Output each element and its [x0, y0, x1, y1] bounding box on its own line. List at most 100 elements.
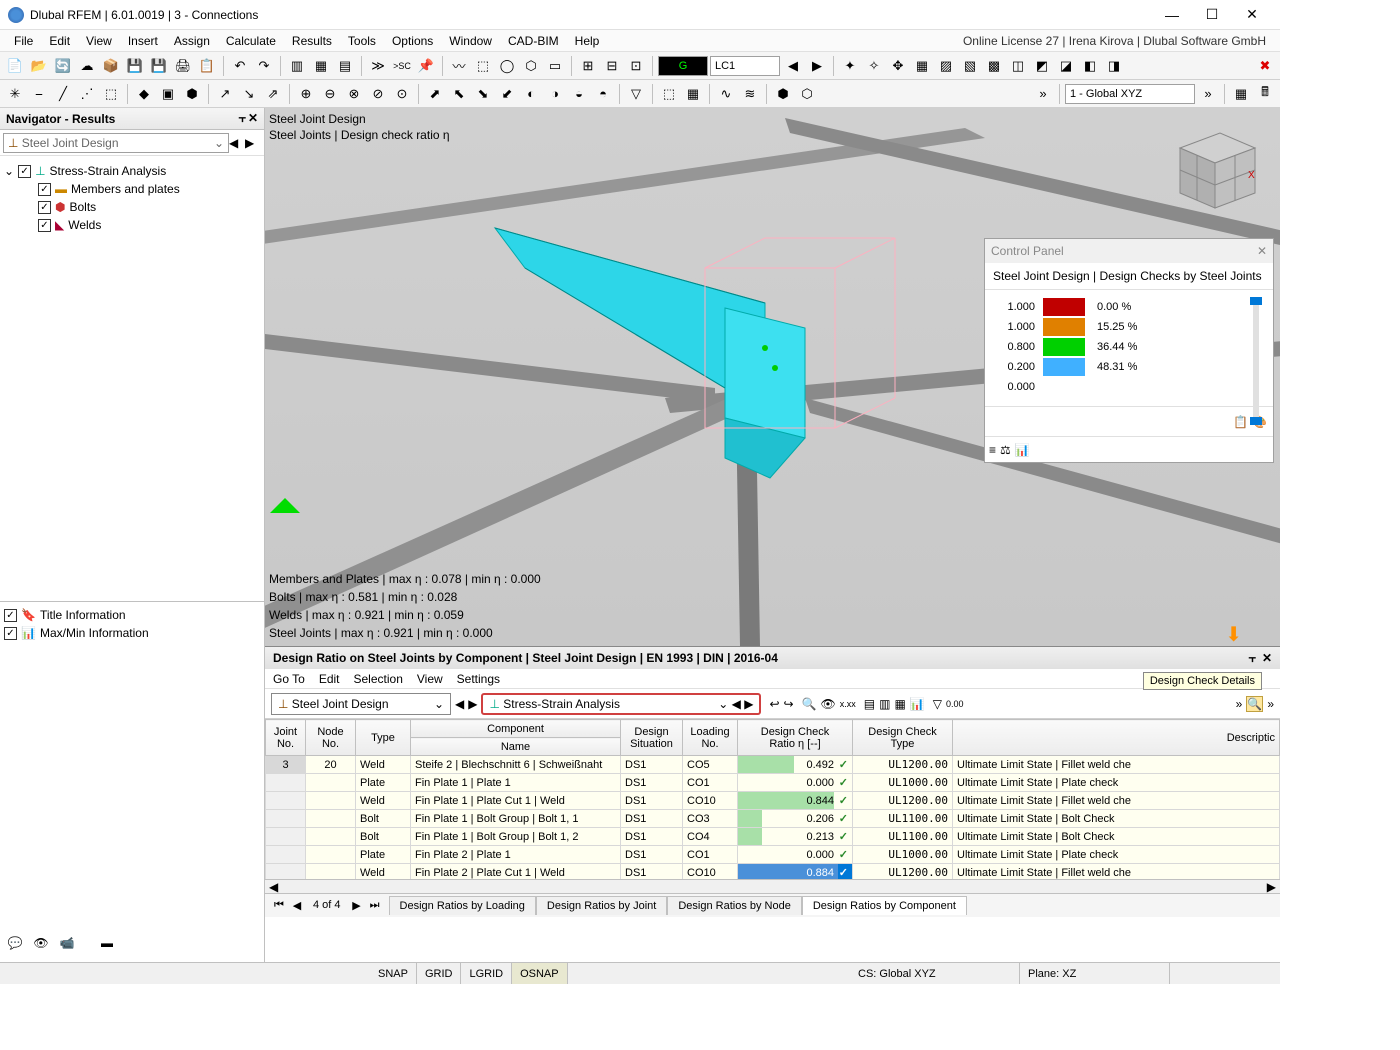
maxmin-check[interactable]: ✓: [4, 627, 17, 640]
col-load[interactable]: LoadingNo.: [683, 720, 738, 756]
rc1-prev-icon[interactable]: ◀: [455, 697, 464, 711]
expand-icon[interactable]: »: [1032, 83, 1054, 105]
rmenu-view[interactable]: View: [417, 672, 443, 686]
prev-page-icon[interactable]: ◀: [289, 899, 305, 912]
results-tab[interactable]: Design Ratios by Loading: [389, 896, 536, 915]
t2-icon[interactable]: ⊟: [601, 55, 623, 77]
menu-help[interactable]: Help: [567, 32, 608, 50]
rc1-next-icon[interactable]: ▶: [468, 697, 477, 711]
nav-prev-icon[interactable]: ◀: [229, 136, 245, 150]
rt-expand-icon[interactable]: »: [1236, 697, 1243, 711]
last-page-icon[interactable]: ⏭: [367, 899, 383, 912]
cp-close-icon[interactable]: ✕: [1257, 244, 1267, 258]
select1-icon[interactable]: ⬚: [472, 55, 494, 77]
chat-icon[interactable]: 💬: [4, 932, 26, 954]
s16-icon[interactable]: ⊙: [391, 83, 413, 105]
next-lc-icon[interactable]: ▶: [806, 55, 828, 77]
s8-icon[interactable]: ⬢: [181, 83, 203, 105]
rt5-icon[interactable]: x.xx: [840, 699, 856, 709]
s24-icon[interactable]: ◓: [592, 83, 614, 105]
s4-icon[interactable]: ⋰: [76, 83, 98, 105]
table-row[interactable]: Weld Fin Plate 2 | Plate Cut 1 | Weld DS…: [266, 864, 1280, 880]
grid-icon[interactable]: ▦: [1230, 83, 1252, 105]
disk-icon[interactable]: 💾: [124, 55, 146, 77]
cp-tab1-icon[interactable]: ≡: [989, 443, 996, 457]
cs-more-icon[interactable]: »: [1197, 83, 1219, 105]
maximize-button[interactable]: ☐: [1192, 0, 1232, 30]
rt7-icon[interactable]: ▥: [879, 697, 890, 711]
s10-icon[interactable]: ↘: [238, 83, 260, 105]
design-check-details-button[interactable]: 🔍: [1246, 696, 1263, 712]
s21-icon[interactable]: ◐: [520, 83, 542, 105]
new-icon[interactable]: 📄: [4, 55, 26, 77]
results-tab[interactable]: Design Ratios by Joint: [536, 896, 667, 915]
rt9-icon[interactable]: 📊: [910, 697, 925, 711]
menu-assign[interactable]: Assign: [166, 32, 218, 50]
tree-check[interactable]: ✓: [38, 183, 51, 196]
panel2-icon[interactable]: ▦: [310, 55, 332, 77]
rmenu-goto[interactable]: Go To: [273, 672, 305, 686]
menu-cadbim[interactable]: CAD-BIM: [500, 32, 567, 50]
title-info-check[interactable]: ✓: [4, 609, 17, 622]
s15-icon[interactable]: ⊘: [367, 83, 389, 105]
tree-item-label[interactable]: Bolts: [69, 200, 96, 214]
rt-filter-icon[interactable]: ▽: [933, 697, 942, 711]
camera-icon[interactable]: 📹: [56, 932, 78, 954]
cs-combo[interactable]: 1 - Global XYZ: [1065, 84, 1195, 104]
s5-icon[interactable]: ⬚: [100, 83, 122, 105]
rmenu-selection[interactable]: Selection: [354, 672, 403, 686]
nav-close-icon[interactable]: ✕: [248, 111, 258, 126]
select3-icon[interactable]: ⬡: [520, 55, 542, 77]
panel1-icon[interactable]: ▥: [286, 55, 308, 77]
r6-icon[interactable]: ▧: [959, 55, 981, 77]
col-ratio[interactable]: Design CheckRatio η [--]: [738, 720, 853, 756]
rt3-icon[interactable]: 🔍: [802, 697, 817, 711]
minimize-button[interactable]: —: [1152, 0, 1192, 30]
prev-lc-icon[interactable]: ◀: [782, 55, 804, 77]
col-name[interactable]: Name: [411, 738, 621, 756]
rt8-icon[interactable]: ▦: [894, 697, 905, 711]
rt-num-icon[interactable]: 0.00: [946, 699, 964, 709]
r2-icon[interactable]: ✧: [863, 55, 885, 77]
v4-icon[interactable]: ≋: [739, 83, 761, 105]
rt2-icon[interactable]: ↪: [784, 697, 794, 711]
r10-icon[interactable]: ◪: [1055, 55, 1077, 77]
results-table[interactable]: JointNo. NodeNo. Type Component DesignSi…: [265, 719, 1280, 879]
r9-icon[interactable]: ◩: [1031, 55, 1053, 77]
tree-check[interactable]: ✓: [38, 201, 51, 214]
delete-icon[interactable]: ✖: [1254, 55, 1276, 77]
table-row[interactable]: 3 20 Weld Steife 2 | Blechschnitt 6 | Sc…: [266, 756, 1280, 774]
cp-tab3-icon[interactable]: 📊: [1015, 443, 1030, 457]
status-lgrid[interactable]: LGRID: [461, 963, 512, 984]
v6-icon[interactable]: ⬡: [796, 83, 818, 105]
nav-combo[interactable]: ⊥ Steel Joint Design ⌄: [3, 133, 229, 153]
redo-icon[interactable]: ↷: [253, 55, 275, 77]
s9-icon[interactable]: ↗: [214, 83, 236, 105]
select2-icon[interactable]: ◯: [496, 55, 518, 77]
rmenu-settings[interactable]: Settings: [457, 672, 500, 686]
rt6-icon[interactable]: ▤: [864, 697, 875, 711]
reload-icon[interactable]: 🔄: [52, 55, 74, 77]
tree-check[interactable]: ✓: [38, 219, 51, 232]
s22-icon[interactable]: ◑: [544, 83, 566, 105]
r7-icon[interactable]: ▩: [983, 55, 1005, 77]
r8-icon[interactable]: ◫: [1007, 55, 1029, 77]
results-tab[interactable]: Design Ratios by Component: [802, 896, 967, 915]
lc-combo[interactable]: G: [658, 56, 708, 76]
r11-icon[interactable]: ◧: [1079, 55, 1101, 77]
s20-icon[interactable]: ⬋: [496, 83, 518, 105]
lc-combo2[interactable]: LC1: [710, 56, 780, 76]
menu-file[interactable]: File: [6, 32, 41, 50]
cp-btn1-icon[interactable]: 📋: [1233, 415, 1248, 429]
s23-icon[interactable]: ◒: [568, 83, 590, 105]
menu-window[interactable]: Window: [441, 32, 500, 50]
s11-icon[interactable]: ⇗: [262, 83, 284, 105]
v1-icon[interactable]: ⬚: [658, 83, 680, 105]
panel3-icon[interactable]: ▤: [334, 55, 356, 77]
menu-view[interactable]: View: [78, 32, 120, 50]
select4-icon[interactable]: ▭: [544, 55, 566, 77]
table-row[interactable]: Weld Fin Plate 1 | Plate Cut 1 | Weld DS…: [266, 792, 1280, 810]
s19-icon[interactable]: ⬊: [472, 83, 494, 105]
flag-icon[interactable]: ▬: [96, 932, 118, 954]
menu-edit[interactable]: Edit: [41, 32, 78, 50]
